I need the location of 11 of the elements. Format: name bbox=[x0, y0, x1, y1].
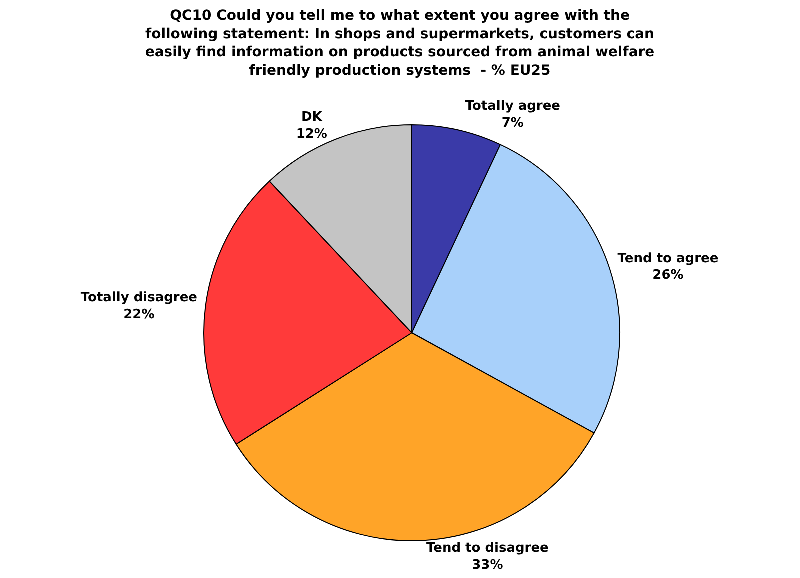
data-label: 26% bbox=[652, 268, 684, 284]
slice-label: Tend to agree bbox=[618, 251, 719, 266]
slice-label: Totally agree bbox=[465, 98, 561, 114]
chart-title: QC10 Could you tell me to what extent you agree with the following statement: In shops and supermarkets, customers can easily find information on products sourced from animal welfare friendly production systems - % EU25 bbox=[145, 8, 655, 79]
data-label: 22% bbox=[124, 308, 155, 323]
data-label: 7% bbox=[502, 116, 524, 131]
data-label: 33% bbox=[472, 558, 504, 573]
slice-label: Tend to disagree bbox=[426, 540, 550, 556]
slice-label: Totally disagree bbox=[80, 290, 198, 306]
slice-label: DK bbox=[301, 110, 324, 125]
data-label: 12% bbox=[296, 126, 328, 142]
